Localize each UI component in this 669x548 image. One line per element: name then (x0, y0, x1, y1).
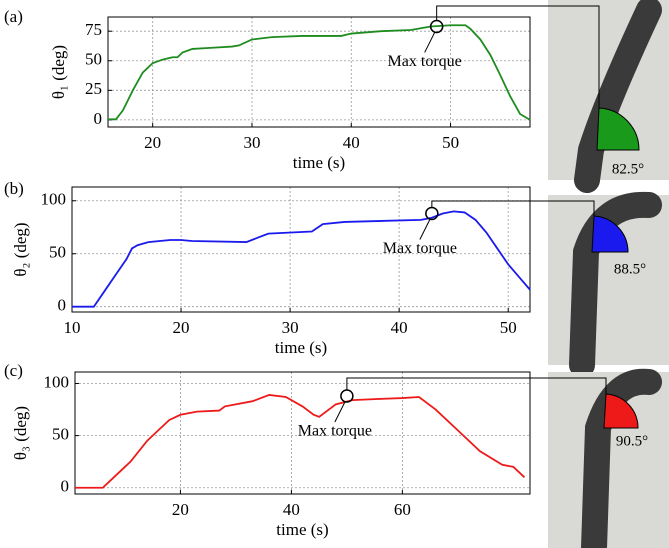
callout-line (346, 377, 607, 394)
robot-arm (569, 191, 662, 378)
x-tick-label: 20 (172, 500, 189, 519)
y-axis-label: θ₃ (deg) (11, 406, 30, 460)
panel-label: (b) (4, 179, 24, 198)
data-line (72, 210, 531, 308)
annotation-text: Max torque (388, 53, 462, 70)
y-tick-label: 25 (85, 79, 102, 98)
max-torque-marker (340, 389, 354, 403)
y-tick-label: 0 (94, 109, 103, 128)
y-tick-label: 0 (58, 296, 67, 315)
x-tick-label: 20 (173, 318, 190, 337)
x-tick-label: 20 (144, 133, 161, 152)
y-tick-label: 50 (85, 50, 102, 69)
x-tick-label: 10 (64, 318, 81, 337)
robot-arm (581, 368, 662, 548)
x-tick-label: 40 (391, 318, 408, 337)
annotation-text: Max torque (383, 240, 457, 257)
plot-frame (107, 16, 531, 128)
angle-label: 88.5° (614, 261, 646, 277)
angle-label: 90.5° (616, 433, 648, 449)
plot-frame (74, 371, 531, 495)
plot-frame (71, 186, 531, 313)
annotation-pointer (424, 32, 436, 53)
x-tick-label: 30 (243, 133, 260, 152)
x-tick-label: 60 (394, 500, 411, 519)
annotation-pointer (334, 401, 346, 423)
y-axis-label: θ₁ (deg) (49, 45, 68, 99)
panel-label: (c) (4, 361, 23, 380)
x-axis-label: time (s) (275, 338, 327, 357)
data-line (108, 24, 531, 121)
callout-line (431, 200, 595, 216)
angle-label: 82.5° (612, 161, 644, 177)
annotation-pointer (419, 219, 431, 240)
angle-wedge (591, 215, 629, 253)
annotation-text: Max torque (298, 423, 372, 440)
x-axis-label: time (s) (276, 520, 328, 539)
x-tick-label: 50 (500, 318, 517, 337)
x-axis-label: time (s) (293, 153, 345, 172)
angle-wedge (603, 393, 639, 429)
robot-arm (574, 0, 662, 193)
y-tick-label: 0 (61, 477, 70, 496)
x-tick-label: 40 (343, 133, 360, 152)
x-tick-label: 50 (442, 133, 459, 152)
data-line (75, 394, 526, 489)
angle-wedge (596, 107, 640, 151)
y-tick-label: 100 (41, 190, 67, 209)
y-axis-label: θ₂ (deg) (11, 222, 30, 276)
x-tick-label: 40 (283, 500, 300, 519)
x-tick-label: 30 (282, 318, 299, 337)
y-tick-label: 50 (49, 243, 66, 262)
y-tick-label: 75 (85, 20, 102, 39)
y-tick-label: 100 (44, 372, 70, 391)
panel-label: (a) (4, 7, 23, 26)
y-tick-label: 50 (52, 425, 69, 444)
callout-line (436, 5, 600, 108)
